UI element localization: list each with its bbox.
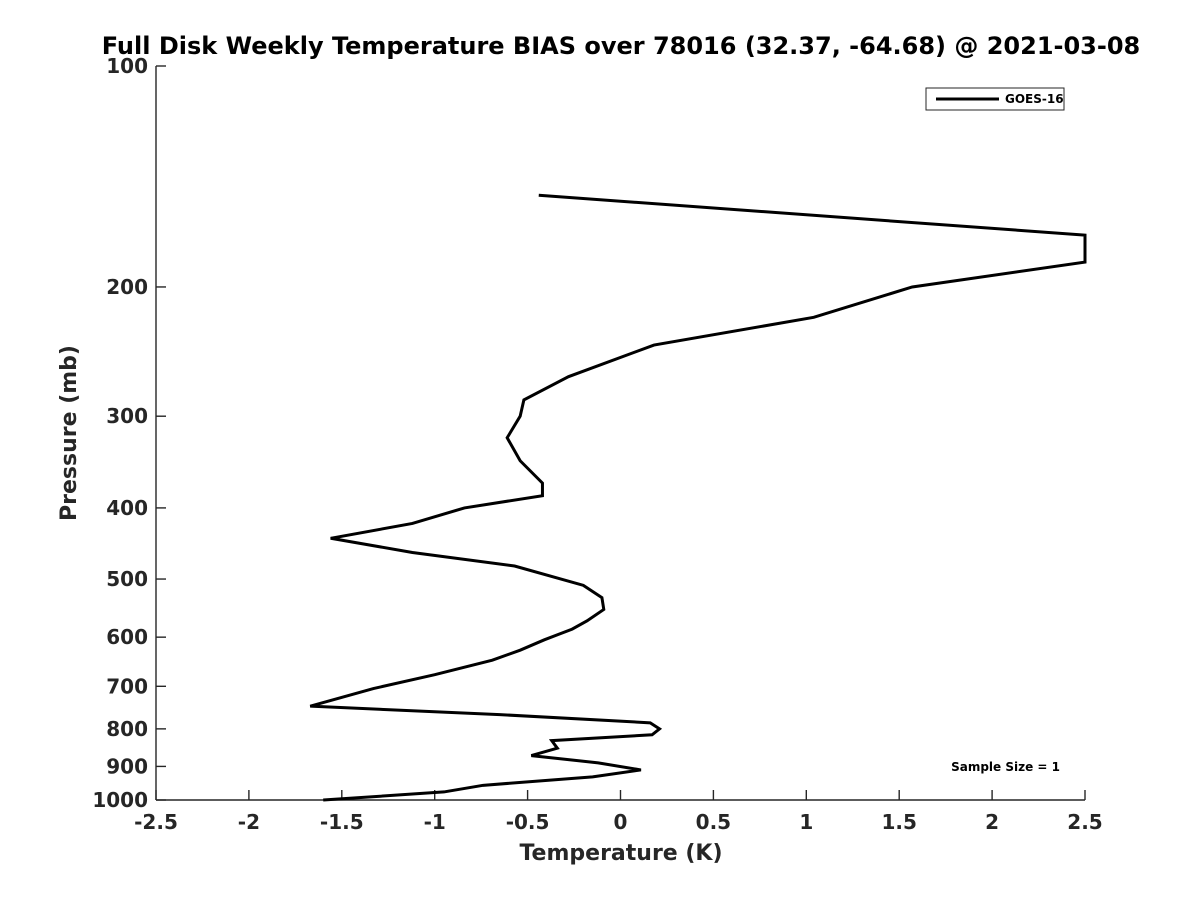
- y-tick-label: 900: [106, 754, 148, 778]
- y-tick-label: 400: [106, 496, 148, 520]
- y-tick-label: 700: [106, 674, 148, 698]
- x-tick-label: -1: [424, 810, 446, 834]
- legend: GOES-16: [925, 87, 1065, 111]
- series-line-goes-16: [309, 193, 1087, 802]
- x-ticks-group: -2.5 -2 -1.5 -1 -0.5 0 0.5 1 1.5 2 2.5: [134, 790, 1103, 834]
- y-tick-label: 600: [106, 625, 148, 649]
- y-ticks-group: 100 200 300 400 500 600 700 800 900 1000: [92, 54, 166, 812]
- y-axis-label: Pressure (mb): [57, 345, 82, 521]
- y-tick-label: 500: [106, 567, 148, 591]
- x-tick-label: 1: [799, 810, 813, 834]
- x-tick-label: 1.5: [881, 810, 916, 834]
- x-tick-label: 0.5: [696, 810, 731, 834]
- chart-title: Full Disk Weekly Temperature BIAS over 7…: [102, 32, 1141, 60]
- y-tick-label: 1000: [92, 788, 148, 812]
- x-tick-label: -0.5: [506, 810, 550, 834]
- y-tick-label: 300: [106, 404, 148, 428]
- x-tick-label: 2.5: [1067, 810, 1102, 834]
- x-tick-label: -1.5: [320, 810, 364, 834]
- sample-size-annotation: Sample Size = 1: [951, 760, 1060, 774]
- x-tick-label: 0: [614, 810, 628, 834]
- y-tick-label: 800: [106, 717, 148, 741]
- x-tick-label: -2: [238, 810, 260, 834]
- legend-label-goes-16: GOES-16: [1005, 92, 1064, 106]
- y-tick-label: 100: [106, 54, 148, 78]
- x-tick-label: -2.5: [134, 810, 178, 834]
- x-axis-label: Temperature (K): [519, 841, 722, 866]
- y-tick-label: 200: [106, 275, 148, 299]
- x-tick-label: 2: [985, 810, 999, 834]
